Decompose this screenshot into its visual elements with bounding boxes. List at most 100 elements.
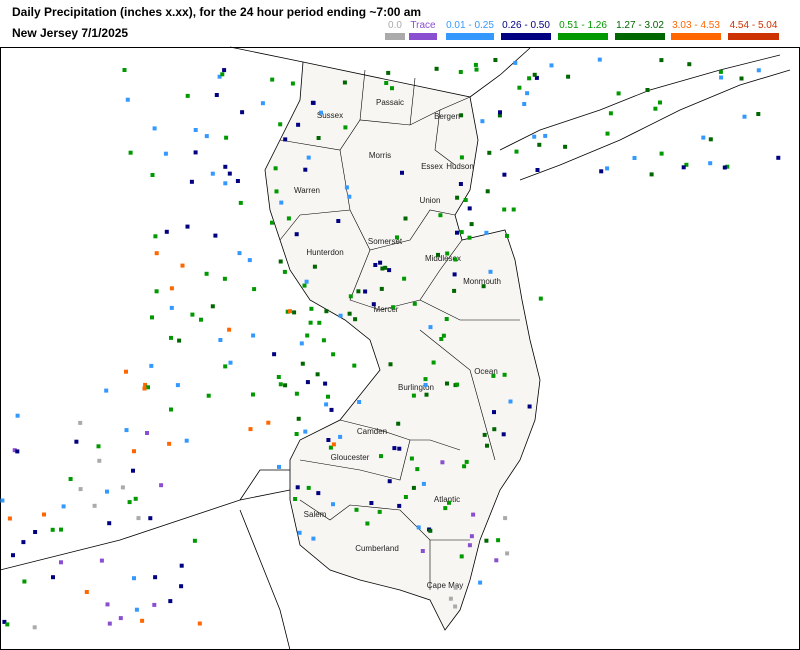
station-dot — [22, 579, 27, 584]
county-label: Warren — [294, 186, 320, 195]
legend-label: 1.27 - 3.02 — [616, 20, 664, 31]
station-dot — [251, 392, 255, 397]
station-dot — [469, 534, 474, 539]
station-dot — [471, 512, 476, 517]
station-dot — [303, 167, 308, 172]
county-label: Morris — [369, 151, 391, 160]
station-dot — [240, 110, 245, 115]
station-dot — [502, 207, 507, 212]
station-dot — [537, 142, 542, 147]
station-dot — [492, 410, 496, 415]
station-dot — [217, 74, 222, 79]
station-dot — [222, 68, 227, 73]
station-dot — [206, 393, 211, 398]
station-dot — [708, 161, 713, 166]
station-dot — [459, 554, 464, 559]
station-dot — [153, 234, 158, 239]
station-dot — [522, 102, 527, 106]
station-dot — [485, 443, 489, 448]
station-dot — [412, 301, 417, 306]
station-dot — [563, 144, 568, 149]
station-dot — [491, 373, 496, 378]
station-dot — [283, 137, 288, 142]
county-line — [299, 499, 431, 590]
station-dot — [464, 459, 469, 464]
station-dot — [304, 279, 309, 284]
station-dot — [502, 372, 507, 377]
legend-swatch — [501, 33, 551, 40]
station-dot — [423, 383, 428, 387]
station-dot — [227, 171, 232, 176]
station-dot — [163, 151, 168, 156]
station-dot — [347, 311, 352, 316]
legend-swatch — [728, 33, 779, 40]
station-dot — [120, 485, 125, 490]
station-dot — [742, 114, 747, 119]
station-dot — [455, 382, 460, 387]
station-dot — [309, 306, 314, 311]
station-dot — [288, 309, 292, 314]
station-dot — [260, 101, 265, 106]
legend-label: Trace — [410, 20, 436, 31]
station-dot — [453, 585, 458, 590]
station-dot — [305, 380, 310, 385]
station-dot — [396, 421, 401, 426]
station-dot — [169, 305, 174, 310]
station-dot — [5, 622, 10, 627]
station-dot — [387, 268, 392, 273]
station-dot — [384, 81, 389, 85]
md-de-border — [0, 489, 291, 571]
county-label: Cumberland — [355, 544, 399, 553]
station-dot — [428, 528, 433, 533]
station-dot — [535, 168, 540, 172]
title: Daily Precipitation (inches x.xx), for t… — [12, 5, 421, 19]
county-line — [419, 329, 496, 461]
station-dot — [279, 200, 284, 205]
station-dot — [377, 509, 382, 514]
station-dot — [294, 391, 299, 396]
legend-swatch — [385, 33, 405, 40]
long-island-shore — [519, 69, 791, 181]
station-dot — [107, 521, 112, 526]
station-dot — [308, 320, 313, 325]
station-dot — [270, 220, 274, 225]
station-dot — [15, 449, 20, 454]
station-dot — [294, 432, 299, 436]
station-dot — [159, 483, 164, 488]
station-dot — [739, 76, 744, 81]
station-dot — [756, 112, 761, 116]
station-dot — [338, 313, 343, 318]
legend-label: 3.03 - 4.53 — [672, 20, 720, 31]
station-dot — [441, 333, 446, 338]
county-line — [419, 299, 520, 321]
de-river — [239, 469, 300, 501]
station-dot — [403, 495, 408, 499]
station-dot — [150, 315, 154, 320]
station-dot — [317, 320, 322, 325]
station-dot — [452, 272, 457, 277]
station-dot — [179, 563, 184, 568]
station-dot — [306, 155, 311, 160]
station-dot — [316, 136, 321, 140]
station-dot — [192, 538, 197, 543]
station-dot — [326, 394, 330, 399]
station-dot — [328, 445, 333, 450]
county-label: Essex — [421, 162, 443, 171]
station-dot — [266, 420, 271, 425]
station-dot — [527, 404, 532, 409]
station-dot — [175, 383, 180, 388]
station-dot — [274, 189, 279, 194]
station-dot — [423, 377, 428, 382]
station-dot — [122, 68, 127, 72]
station-dot — [420, 549, 425, 553]
station-dot — [365, 521, 370, 526]
station-dot — [505, 551, 510, 556]
station-dot — [379, 454, 383, 459]
station-dot — [371, 302, 376, 307]
station-dot — [459, 113, 464, 118]
station-dot — [605, 166, 610, 171]
station-dot — [278, 382, 283, 387]
station-dot — [306, 485, 311, 490]
county-label: Middlesex — [425, 254, 461, 263]
station-dot — [492, 427, 497, 432]
